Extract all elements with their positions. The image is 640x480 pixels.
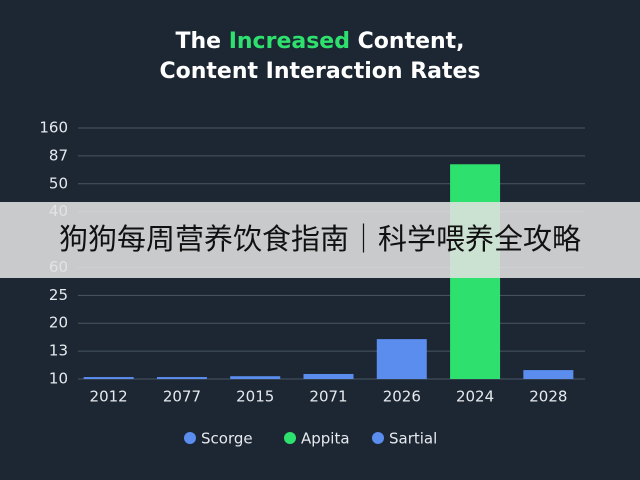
legend-label: Sartial [389,430,437,448]
y-tick-label: 160 [39,119,68,137]
y-tick-label: 13 [49,342,68,360]
chart-title: The Increased Content, [175,29,464,54]
y-tick-label: 50 [49,174,68,192]
bar [156,377,207,379]
title-part: The [175,29,228,54]
y-tick-label: 10 [49,370,68,388]
legend-swatch [284,432,296,444]
banner-background [0,202,640,278]
bar [303,373,354,379]
title-highlight: Increased [229,29,350,54]
title-part: Content, [350,29,465,54]
y-tick-label: 87 [49,146,68,164]
x-tick-label: 2028 [529,388,567,406]
bar [376,339,427,379]
x-tick-label: 2012 [90,388,128,406]
legend-swatch [184,432,196,444]
y-tick-label: 25 [49,286,68,304]
legend-swatch [372,432,384,444]
x-tick-label: 2071 [309,388,347,406]
x-tick-label: 2024 [456,388,494,406]
chart-title: Content Interaction Rates [159,59,480,84]
legend-label: Appita [301,430,350,448]
legend-label: Scorge [201,430,253,448]
banner-text: 狗狗每周营养饮食指南｜科学喂养全攻略 [59,222,581,256]
bar [83,377,134,379]
x-tick-label: 2077 [163,388,201,406]
bar [230,376,281,379]
y-tick-label: 20 [49,314,68,332]
bar [523,370,574,379]
x-tick-label: 2026 [383,388,421,406]
x-tick-label: 2015 [236,388,274,406]
